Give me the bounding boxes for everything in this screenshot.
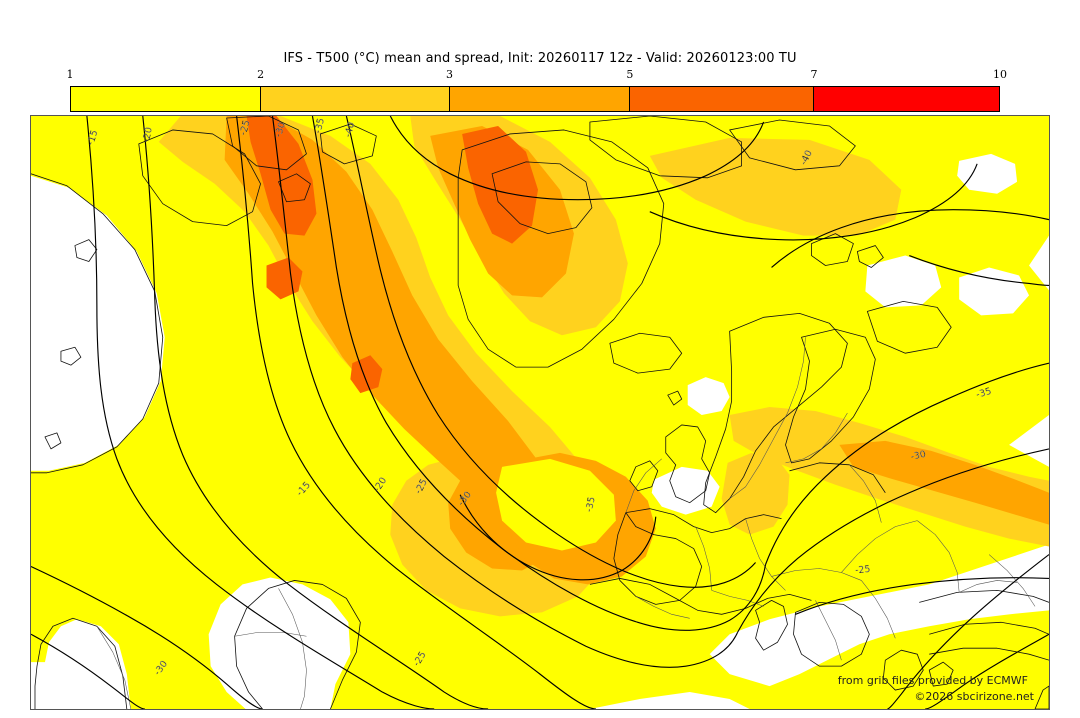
map-panel: -15 -20 -25 -30 -35 -40 -40 -15 -20 -25 … [30,115,1050,710]
spread-band-3-5 [224,116,562,571]
contour-right-low-2 [887,554,1049,709]
contour-right-low [925,633,1049,709]
attribution-source: from grib files provided by ECMWF [837,674,1028,687]
spread-band-2-3-finland [721,452,790,535]
contour-label: -25 [855,564,872,577]
contour--15 [86,116,435,709]
colorbar-segment-1-2 [71,87,261,111]
contour-label: -25 [238,119,253,137]
spread-hole-north-sea [651,466,720,515]
contour--25-east [795,577,1049,615]
contour-label: -35 [975,386,993,401]
page-title: IFS - T500 (°C) mean and spread, Init: 2… [283,51,797,66]
contour-lowleft-1 [31,565,263,709]
contour--35-loop [459,494,657,581]
spread-band-5-7-greenland [462,125,539,244]
colorbar-tick-5: 5 [626,68,634,81]
weather-map: -15 -20 -25 -30 -35 -40 -40 -15 -20 -25 … [31,116,1049,709]
contour--35-east [765,362,1049,565]
contour-label: -35 [313,117,327,135]
contour-label: -20 [141,126,155,143]
contour-lowleft-2 [31,633,145,709]
colorbar-segment-2-3 [260,87,449,111]
contour-label: -40 [343,121,358,139]
colorbar-tick-2: 2 [257,68,265,81]
contour-ne-1 [909,254,1049,287]
contour-upper-arc-1 [389,116,765,201]
colorbar-tick-labels: 1 2 3 5 7 10 [66,68,1008,84]
spread-hole-nw [31,175,165,471]
spread-hole-barents [865,255,942,308]
contour-label: -35 [584,496,598,513]
spread-notch [496,458,616,551]
colorbar-tick-3: 3 [445,68,453,81]
contour--40 [345,116,757,588]
contour-upper-arc-2 [649,163,978,241]
country-borders [96,337,1036,709]
colorbar-tick-1: 1 [66,68,74,81]
contour-label: -30 [273,121,288,139]
attribution-copyright: ©2026 sbcirizone.net [914,690,1034,703]
colorbar-tick-7: 7 [810,68,818,81]
colorbar-tick-10: 10 [993,68,1007,81]
contour-lines [31,116,1049,709]
contour--30-east [737,448,1049,633]
spread-hole-arctic-1 [957,153,1018,194]
coastlines [31,116,1049,709]
colorbar [70,86,1000,112]
spread-band-2-3-arctic [649,137,902,236]
contour--35 [311,116,767,631]
contour-label: -15 [85,129,100,147]
colorbar-segment-5-7 [629,87,814,111]
spread-band-3-5-east [839,440,1049,525]
spread-hole-russia-ne [959,267,1030,316]
contour-label: -30 [910,449,927,463]
contour--30 [271,116,739,668]
colorbar-segment-3-5 [448,87,630,111]
colorbar-segment-7-10 [813,87,999,111]
contour--20 [142,116,489,709]
spread-band-5-7-nw [246,116,317,236]
contour--25 [236,116,596,709]
spread-band-5-7-davis2 [350,355,383,394]
spread-hole-atlantic [687,377,730,415]
contour--40-ne [771,209,1049,268]
spread-band-5-7-iceland [266,257,303,300]
